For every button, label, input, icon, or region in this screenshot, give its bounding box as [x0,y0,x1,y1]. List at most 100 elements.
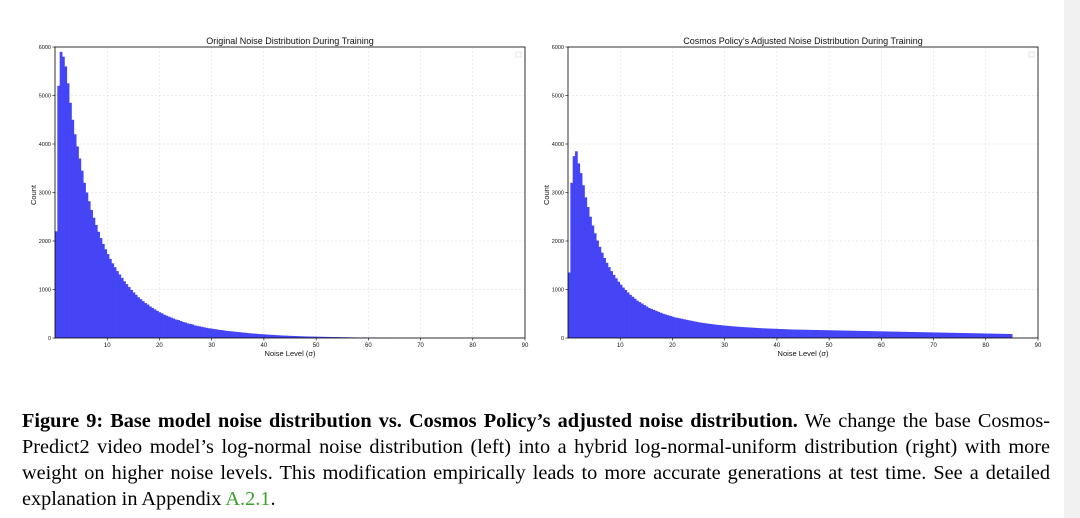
histogram-bar [972,333,975,338]
histogram-bar [962,333,966,338]
histogram-bar [193,325,197,338]
histogram-bar [73,134,77,338]
histogram-bar [748,327,752,338]
histogram-bar [304,336,307,338]
histogram-bar [294,336,298,338]
histogram-bar [297,336,300,338]
histogram-bar [600,252,604,338]
histogram-bar [770,328,773,338]
histogram-bar [231,331,234,338]
histogram-bar [596,240,599,338]
histogram-bar [706,323,710,338]
histogram-bar [753,327,757,338]
histogram-bar [313,336,317,338]
histogram-bar [607,267,611,338]
histogram-bar [71,119,75,338]
plot-area: 10 20 30 40 50 60 70 80 90 0 1000 2000 3000 4000 5000 6… [39,45,529,349]
histogram-bar [196,325,199,338]
histogram-bar [572,156,576,338]
x-tick-label: 10 [104,343,111,349]
histogram-bar [85,192,89,338]
histogram-bar [268,334,272,338]
histogram-bar [104,249,108,338]
histogram-bar [167,316,171,338]
histogram-bar [334,337,338,338]
histogram-bar [671,316,675,338]
y-tick-label: 1000 [39,288,51,294]
histogram-bar [833,330,837,338]
histogram-bar [979,333,982,338]
histogram-bar [645,306,649,338]
histogram-bar [163,314,166,338]
histogram-bar [137,297,140,338]
x-tick-label: 30 [721,343,728,349]
histogram-bar [711,324,715,338]
histogram-bar [1000,333,1004,338]
y-tick-label: 1000 [552,288,564,294]
histogram-bar [786,329,790,338]
histogram-bar [311,336,314,338]
histogram-bar [252,333,256,338]
histogram-bar [709,323,712,338]
appendix-link[interactable]: A.2.1 [225,488,271,511]
histogram-bar [791,329,794,338]
histogram-bar [266,334,270,338]
histogram-bar [720,325,724,338]
histogram-bar [170,317,173,338]
histogram-bar [777,328,780,338]
histogram-bar [92,217,96,338]
histogram-bar [894,331,898,338]
histogram-bar [582,185,585,338]
y-tick-label: 3000 [552,191,564,197]
histogram-bar [647,307,651,338]
x-tick-label: 60 [878,343,885,349]
histogram-bar [678,318,682,338]
histogram-bar [866,331,870,338]
histogram-bar [795,329,799,338]
histogram-bar [953,332,957,338]
histogram-bar [936,332,940,338]
histogram-bar [868,331,872,338]
histogram-bar [207,328,211,338]
legend-box [515,51,522,58]
chart-title: Cosmos Policy’s Adjusted Noise Distribut… [683,36,922,46]
histogram-bar [857,330,860,338]
histogram-bar [659,312,663,338]
histogram-bar [273,335,277,338]
figure-caption: Figure 9: Base model noise distribution … [22,408,1050,512]
histogram-bar [880,331,884,338]
histogram-bar [332,337,335,338]
histogram-bar [882,331,886,338]
histogram-bar [629,294,632,338]
histogram-bar [177,320,180,338]
histogram-bar [751,327,754,338]
histogram-bar [725,325,729,338]
histogram-bar [969,333,973,338]
histogram-bar [800,329,804,338]
histogram-bar [106,254,110,338]
y-tick-label: 5000 [552,94,564,100]
histogram-bar [944,332,947,338]
histogram-bar [221,330,225,338]
x-tick-label: 60 [365,343,372,349]
histogram-bar [203,327,206,338]
histogram-bar [329,336,333,338]
histogram-bar [109,258,112,338]
y-axis-label: Count [29,184,38,205]
histogram-bar [810,329,813,338]
histogram-bar [160,313,164,338]
histogram-bar [904,331,907,338]
histogram-bar [113,267,117,338]
x-tick-label: 20 [156,343,163,349]
histogram-bar [680,318,684,338]
histogram-bar [139,299,143,338]
histogram-bar [772,328,776,338]
histogram-bar [847,330,851,338]
histogram-bar [238,332,241,338]
histogram-bar [885,331,888,338]
histogram-bar [214,329,218,338]
histogram-bar [158,312,162,338]
histogram-bar [584,197,588,338]
histogram-bar [301,336,305,338]
histogram-bar [758,328,762,338]
